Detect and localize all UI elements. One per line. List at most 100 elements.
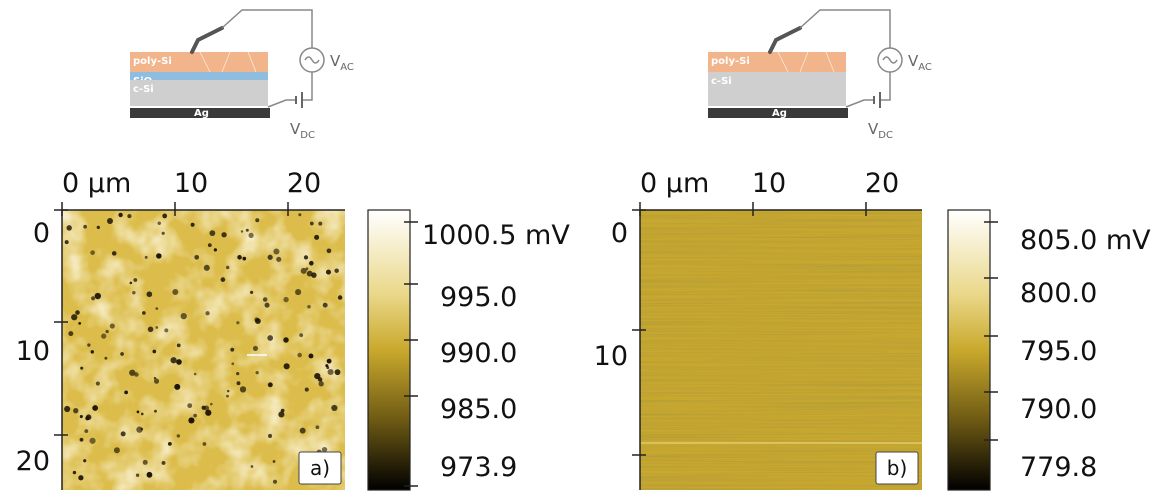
image-dot xyxy=(190,222,195,227)
v-ac-label-base: V xyxy=(908,52,919,70)
image-dot xyxy=(90,350,94,354)
image-dot xyxy=(326,248,332,254)
image-dot xyxy=(105,329,109,334)
layer-label: poly-Si xyxy=(133,56,172,67)
image-dot xyxy=(174,383,181,390)
v-ac-label-base: V xyxy=(330,52,341,70)
image-dot xyxy=(326,358,332,364)
image-dot xyxy=(101,333,107,339)
image-dot xyxy=(307,305,311,309)
image-dot xyxy=(85,416,90,421)
ac-wave xyxy=(882,56,898,64)
image-dot xyxy=(203,264,210,271)
image-dot xyxy=(144,255,148,259)
image-texture xyxy=(62,210,345,490)
image-dot xyxy=(283,337,289,343)
image-dot xyxy=(133,278,138,282)
image-dot xyxy=(118,212,123,218)
image-dot xyxy=(146,471,153,478)
colorbar xyxy=(367,209,411,491)
image-dot xyxy=(106,217,113,224)
image-dot xyxy=(134,372,139,377)
panel-tag: b) xyxy=(887,456,908,480)
image-dot xyxy=(207,243,212,248)
image-dot xyxy=(109,323,115,329)
layer-label-base: Ag xyxy=(194,108,209,119)
image-dot xyxy=(127,214,132,219)
image-dot xyxy=(193,372,197,376)
image-dot xyxy=(262,297,268,302)
image-dot xyxy=(83,224,87,229)
image-dot xyxy=(248,232,254,238)
grain-lines xyxy=(777,51,835,73)
y-tick-label: 0 xyxy=(611,218,628,249)
image-dot xyxy=(237,255,242,260)
image-dot xyxy=(87,343,91,347)
image-dot xyxy=(161,460,166,465)
image-dot xyxy=(250,290,254,294)
image-dot xyxy=(236,371,240,376)
image-texture xyxy=(640,210,922,490)
image-dot xyxy=(267,433,273,438)
image-dot xyxy=(73,408,79,414)
colorbar-label: 790.0 xyxy=(1020,394,1097,425)
image-dot xyxy=(187,403,193,409)
image-dot xyxy=(156,253,162,259)
x-tick-label: 10 xyxy=(752,168,786,199)
v-dc-label: VDC xyxy=(290,120,315,141)
layer xyxy=(130,108,270,118)
probe xyxy=(190,26,224,54)
image-dot xyxy=(231,362,235,366)
image-dot xyxy=(327,368,334,376)
tag-box xyxy=(875,451,919,485)
image-dot xyxy=(331,404,338,412)
battery xyxy=(873,92,881,108)
image-dot xyxy=(337,295,343,300)
image-dot xyxy=(129,281,133,285)
image-dot xyxy=(205,409,212,416)
image-dot xyxy=(226,265,230,270)
image-dot xyxy=(201,405,206,410)
image-dot xyxy=(194,254,200,260)
wire xyxy=(799,9,891,48)
image-dot xyxy=(140,427,144,431)
image-dot xyxy=(78,475,84,481)
image-dot xyxy=(308,353,314,359)
v-dc-label-base: V xyxy=(290,120,301,138)
image-dot xyxy=(300,267,307,274)
image-dot xyxy=(157,221,161,226)
image-dot xyxy=(226,394,229,398)
y-tick-label: 0 xyxy=(33,218,50,249)
v-ac-label: VAC xyxy=(330,52,354,73)
image-dot xyxy=(202,442,207,446)
image-dot xyxy=(325,364,329,368)
x-tick-label: 0 µm xyxy=(640,168,709,199)
colorbar-label: 795.0 xyxy=(1020,336,1097,367)
image-dot xyxy=(318,221,323,226)
image-dot xyxy=(120,352,124,356)
layer-label-base: Ag xyxy=(772,108,787,119)
image-dot xyxy=(91,296,96,301)
tag-box xyxy=(298,451,342,485)
colorbar-label: 973.9 xyxy=(440,452,517,483)
image-dot xyxy=(64,405,71,413)
v-dc-label-base: V xyxy=(868,120,879,138)
layer xyxy=(130,52,268,72)
image-dot xyxy=(180,312,187,320)
image-dot xyxy=(311,272,317,278)
v-ac-label: VAC xyxy=(908,52,932,73)
wire xyxy=(845,72,891,108)
image-dot xyxy=(278,411,285,418)
image-dot xyxy=(120,431,126,437)
wire xyxy=(267,72,313,108)
layer xyxy=(708,52,846,72)
image-dot xyxy=(254,317,259,322)
colorbar-label: 779.8 xyxy=(1020,452,1097,483)
image-dot xyxy=(239,386,247,393)
colorbar-label: 985.0 xyxy=(440,394,517,425)
image-dot xyxy=(315,425,320,430)
image-dot xyxy=(230,347,235,352)
image-dot xyxy=(221,232,227,238)
image-dot xyxy=(164,328,169,333)
